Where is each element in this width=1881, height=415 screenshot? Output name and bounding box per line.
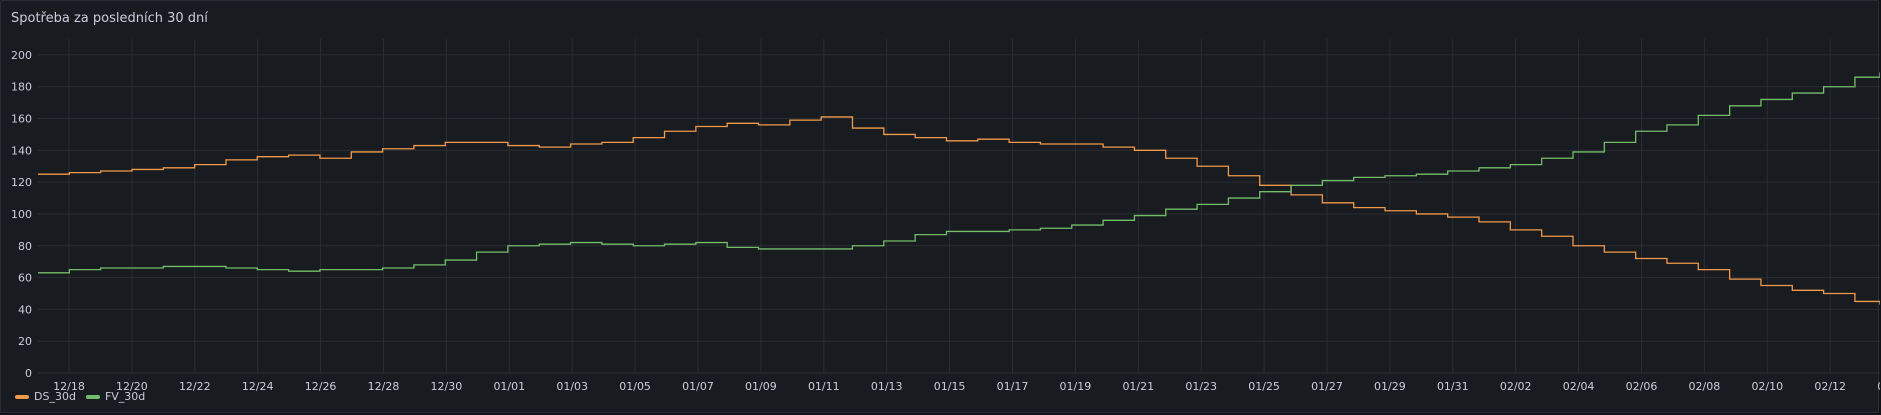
x-tick-label: 01/13 — [871, 380, 903, 393]
y-tick-label: 200 — [11, 49, 32, 62]
x-tick-label: 12/20 — [116, 380, 148, 393]
y-axis: 0 20 40 60 80 100 120 140 160 180 200 — [11, 49, 32, 380]
x-tick-label: 12/22 — [179, 380, 211, 393]
x-tick-label: 01/03 — [556, 380, 588, 393]
grid — [38, 39, 1880, 374]
legend-swatch-ds-30d — [15, 394, 29, 399]
x-tick-label: 01/05 — [619, 380, 651, 393]
x-tick-label: 01/25 — [1248, 380, 1280, 393]
y-tick-label: 100 — [11, 208, 32, 221]
series-layer — [38, 72, 1880, 305]
x-tick-label: 01/23 — [1185, 380, 1217, 393]
x-axis: 12/18 12/20 12/22 12/24 12/26 12/28 12/30 01/01… — [53, 380, 1880, 393]
y-tick-label: 160 — [11, 113, 32, 126]
x-tick-label: 01/31 — [1437, 380, 1469, 393]
legend: DS_30d FV_30d — [15, 390, 145, 403]
x-tick-label: 02/08 — [1689, 380, 1721, 393]
x-tick-label: 02/12 — [1814, 380, 1846, 393]
x-tick-label: 02/10 — [1751, 380, 1783, 393]
y-tick-label: 140 — [11, 144, 32, 157]
x-tick-label: 12/28 — [368, 380, 400, 393]
x-tick-label: 01/15 — [934, 380, 966, 393]
y-tick-label: 20 — [18, 335, 32, 348]
x-tick-label: 01/17 — [997, 380, 1029, 393]
legend-swatch-fv-30d — [85, 394, 100, 399]
y-tick-label: 80 — [18, 240, 32, 253]
series-line-fv-30d — [38, 72, 1880, 274]
x-tick-label: 02/06 — [1626, 380, 1658, 393]
x-tick-label: 01/29 — [1374, 380, 1406, 393]
panel-title: Spotřeba za posledních 30 dní — [11, 11, 208, 26]
x-tick-label: 02/14 — [1877, 380, 1880, 393]
x-tick-label: 12/26 — [305, 380, 337, 393]
x-tick-label: 02/04 — [1563, 380, 1595, 393]
legend-item-ds-30d[interactable]: DS_30d — [15, 390, 76, 403]
x-tick-label: 12/24 — [242, 380, 274, 393]
x-tick-label: 12/30 — [431, 380, 463, 393]
x-tick-label: 01/21 — [1122, 380, 1154, 393]
x-tick-label: 02/02 — [1500, 380, 1532, 393]
x-tick-label: 01/27 — [1311, 380, 1343, 393]
x-tick-label: 01/07 — [682, 380, 714, 393]
x-tick-label: 01/01 — [493, 380, 525, 393]
y-tick-label: 0 — [25, 367, 32, 380]
y-tick-label: 60 — [18, 272, 32, 285]
y-tick-label: 40 — [18, 303, 32, 316]
series-line-ds-30d — [38, 116, 1880, 305]
legend-label-fv-30d: FV_30d — [104, 390, 146, 403]
legend-label-ds-30d: DS_30d — [34, 390, 76, 403]
x-tick-label: 12/18 — [53, 380, 85, 393]
y-tick-label: 120 — [11, 176, 32, 189]
x-tick-label: 01/19 — [1060, 380, 1092, 393]
x-tick-label: 01/09 — [745, 380, 777, 393]
legend-item-fv-30d[interactable]: FV_30d — [85, 390, 146, 403]
y-tick-label: 180 — [11, 81, 32, 94]
x-tick-label: 01/11 — [808, 380, 840, 393]
